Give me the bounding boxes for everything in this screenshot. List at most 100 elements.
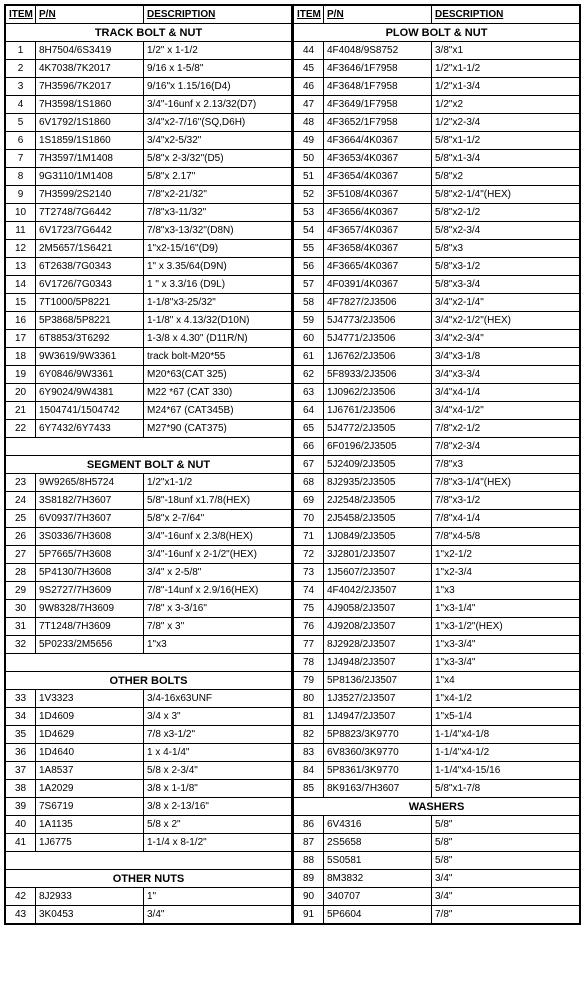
parts-table-wrap: ITEM P/N DESCRIPTION TRACK BOLT & NUT18H…: [4, 4, 581, 925]
cell-desc: 5/8"x1-3/4: [432, 150, 580, 168]
cell-desc: 3/4"-16unf x 2-1/2"(HEX): [144, 546, 292, 564]
table-row: 397S67193/8 x 2-13/16": [6, 798, 292, 816]
cell-item: 40: [6, 816, 36, 834]
cell-desc: 1-1/4"x4-1/2: [432, 744, 580, 762]
cell-desc: 3/4": [432, 870, 580, 888]
cell-item: 12: [6, 240, 36, 258]
cell-item: 54: [294, 222, 324, 240]
table-row: 584F7827/2J35063/4"x2-1/4": [294, 294, 580, 312]
cell-item: 1: [6, 42, 36, 60]
cell-desc: 1/2"x2: [432, 96, 580, 114]
right-column: ITEM P/N DESCRIPTION PLOW BOLT & NUT444F…: [293, 5, 580, 924]
table-row: 361D46401 x 4-1/4": [6, 744, 292, 762]
cell-desc: 1-1/4"x4-1/8: [432, 726, 580, 744]
table-row: 226Y7432/6Y7433M27*90 (CAT375): [6, 420, 292, 438]
cell-pn: 1V3323: [36, 690, 144, 708]
cell-item: 31: [6, 618, 36, 636]
cell-item: 75: [294, 600, 324, 618]
cell-desc: 1"x3-1/2"(HEX): [432, 618, 580, 636]
cell-item: 52: [294, 186, 324, 204]
table-row: 825P8823/3K97701-1/4"x4-1/8: [294, 726, 580, 744]
cell-desc: 5/8"x3-3/4: [432, 276, 580, 294]
cell-desc: 3/8"x1: [432, 42, 580, 60]
cell-desc: 7/8" x 3": [144, 618, 292, 636]
cell-item: 72: [294, 546, 324, 564]
table-row: 688J2935/2J35057/8"x3-1/4"(HEX): [294, 474, 580, 492]
table-row: 611J6762/2J35063/4"x3-1/8: [294, 348, 580, 366]
cell-item: 9: [6, 186, 36, 204]
cell-pn: 5J4772/2J3505: [324, 420, 432, 438]
table-row: 605J4771/2J35063/4"x2-3/4": [294, 330, 580, 348]
cell-item: 21: [6, 402, 36, 420]
cell-pn: 7H3597/1M1408: [36, 150, 144, 168]
cell-desc: 1"x2-3/4: [432, 564, 580, 582]
cell-item: 11: [6, 222, 36, 240]
cell-item: 51: [294, 168, 324, 186]
cell-desc: 5/8": [432, 852, 580, 870]
cell-pn: 1J4947/2J3507: [324, 708, 432, 726]
cell-desc: 5/8"-18unf x1.7/8(HEX): [144, 492, 292, 510]
cell-item: 15: [6, 294, 36, 312]
cell-desc: 1/2"x1-1/2: [432, 60, 580, 78]
cell-item: 89: [294, 870, 324, 888]
cell-desc: 3/4"x3-3/4: [432, 366, 580, 384]
cell-pn: 5J2409/2J3505: [324, 456, 432, 474]
cell-desc: 5/8 x 2": [144, 816, 292, 834]
table-row: 309W8328/7H36097/8" x 3-3/16": [6, 600, 292, 618]
cell-item: 41: [6, 834, 36, 852]
cell-item: 47: [294, 96, 324, 114]
cell-desc: 7/8"x4-5/8: [432, 528, 580, 546]
table-row: OTHER NUTS: [6, 870, 292, 888]
cell-pn: 6V1723/7G6442: [36, 222, 144, 240]
cell-item: 78: [294, 654, 324, 672]
table-row: 24K7038/7K20179/16 x 1-5/8": [6, 60, 292, 78]
cell-pn: 5P8361/3K9770: [324, 762, 432, 780]
table-row: 444F4048/9S87523/8"x1: [294, 42, 580, 60]
table-row: 122M5657/1S64211"x2-15/16"(D9): [6, 240, 292, 258]
cell-item: 64: [294, 402, 324, 420]
cell-pn: 1A2029: [36, 780, 144, 798]
cell-desc: 5/8": [432, 816, 580, 834]
cell-pn: 4F3664/4K0367: [324, 132, 432, 150]
cell-pn: 5P6604: [324, 906, 432, 924]
cell-pn: 9G3110/1M1408: [36, 168, 144, 186]
cell-item: 59: [294, 312, 324, 330]
cell-desc: 3/4": [144, 906, 292, 924]
cell-desc: 5/8"x3: [432, 240, 580, 258]
table-row: 97H3599/2S21407/8"x2-21/32": [6, 186, 292, 204]
cell-pn: 1504741/1504742: [36, 402, 144, 420]
table-row: WASHERS: [294, 798, 580, 816]
cell-item: 5: [6, 114, 36, 132]
cell-item: 87: [294, 834, 324, 852]
cell-item: 58: [294, 294, 324, 312]
cell-desc: 3/4"x3-1/8: [432, 348, 580, 366]
cell-pn: 9W3619/9W3361: [36, 348, 144, 366]
header-row: ITEM P/N DESCRIPTION: [294, 6, 580, 24]
cell-desc: 3/4": [432, 888, 580, 906]
cell-item: 91: [294, 906, 324, 924]
cell-desc: 7/8"x3-1/2: [432, 492, 580, 510]
cell-desc: 3/4-16x63UNF: [144, 690, 292, 708]
cell-desc: 3/4"x2-3/4": [432, 330, 580, 348]
cell-desc: 1-1/8" x 4.13/32(D10N): [144, 312, 292, 330]
cell-pn: 4F3656/4K0367: [324, 204, 432, 222]
table-row: 47H3598/1S18603/4"-16unf x 2.13/32(D7): [6, 96, 292, 114]
table-row: 866V43165/8": [294, 816, 580, 834]
cell-pn: 5J4773/2J3506: [324, 312, 432, 330]
table-row: 56V1792/1S18603/4"x2-7/16"(SQ,D6H): [6, 114, 292, 132]
table-row: 544F3657/4K03675/8"x2-3/4: [294, 222, 580, 240]
cell-pn: 8M3832: [324, 870, 432, 888]
cell-desc: 3/8 x 1-1/8": [144, 780, 292, 798]
cell-desc: 3/4"-16unf x 2.3/8(HEX): [144, 528, 292, 546]
cell-pn: 2S5658: [324, 834, 432, 852]
cell-desc: 7/8"x3-1/4"(HEX): [432, 474, 580, 492]
cell-desc: 1"x3: [144, 636, 292, 654]
table-row: 915P66047/8": [294, 906, 580, 924]
cell-desc: 9/16"x 1.15/16(D4): [144, 78, 292, 96]
table-row: 801J3527/2J35071"x4-1/2: [294, 690, 580, 708]
table-row: 885S05815/8": [294, 852, 580, 870]
cell-pn: 4F3648/1F7958: [324, 78, 432, 96]
cell-pn: 2J5458/2J3505: [324, 510, 432, 528]
blank-row: [6, 852, 292, 870]
table-row: 371A85375/8 x 2-3/4": [6, 762, 292, 780]
